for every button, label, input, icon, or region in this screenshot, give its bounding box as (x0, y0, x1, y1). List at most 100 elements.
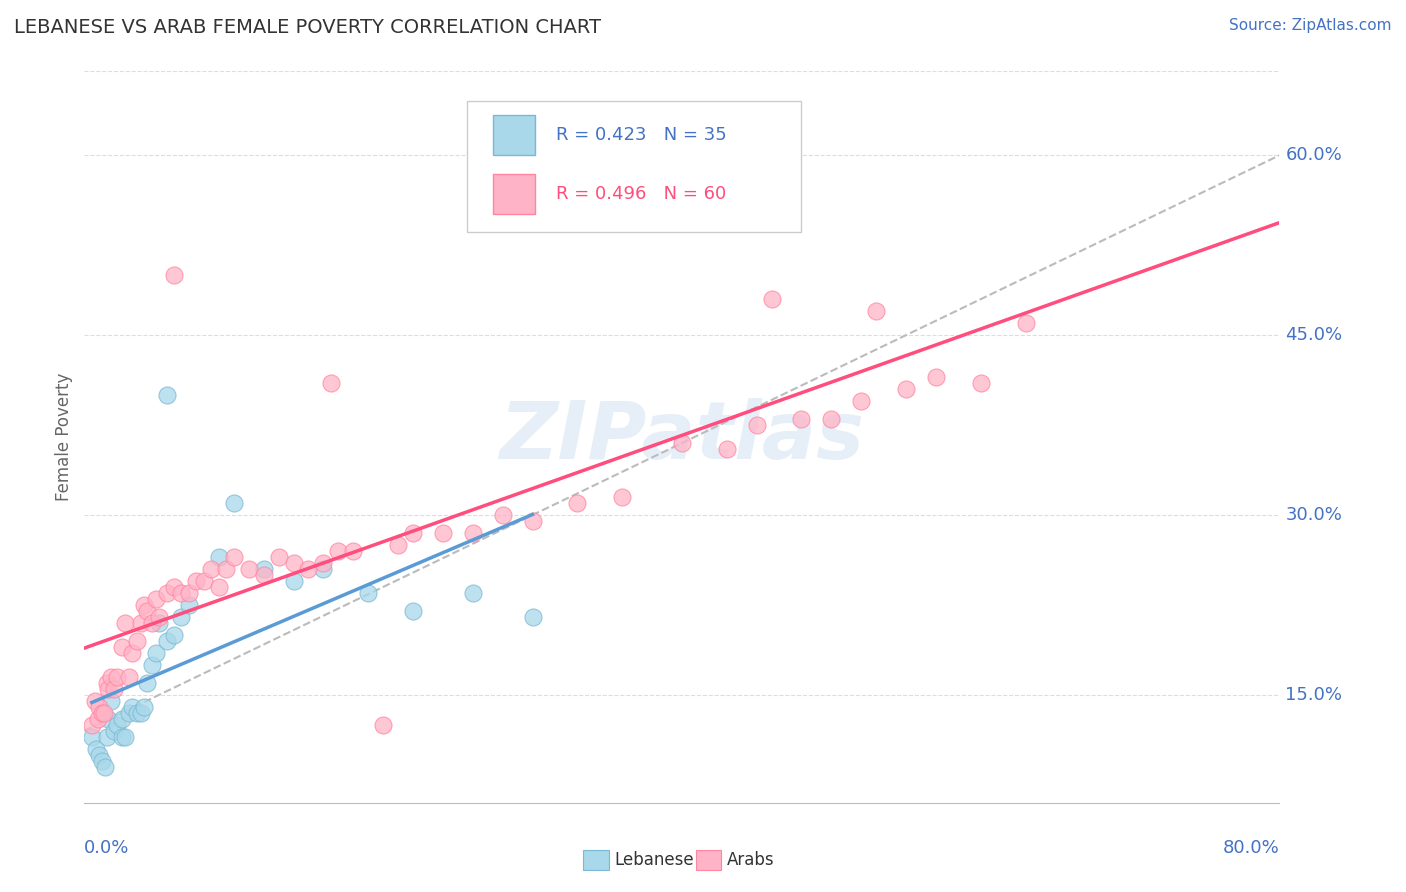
Point (522, 514, 544, 528)
Point (894, 382, 917, 396)
Point (925, 370, 948, 384)
Bar (494, 174, 534, 214)
Point (387, 538, 409, 552)
Point (461, 586, 484, 600)
Point (186, 574, 208, 588)
Point (283, 556, 305, 570)
Point (121, 699, 143, 714)
Point (111, 640, 134, 654)
Point (297, 562, 319, 576)
Point (163, 628, 186, 642)
Point (522, 610, 544, 624)
Text: R = 0.496   N = 60: R = 0.496 N = 60 (557, 185, 727, 202)
Text: 0.0%: 0.0% (84, 839, 129, 857)
Point (745, 418, 768, 433)
Point (114, 730, 136, 744)
Point (132, 699, 156, 714)
Point (790, 412, 813, 426)
Point (91, 706, 114, 720)
Point (87, 712, 110, 726)
Point (851, 394, 873, 409)
Point (567, 496, 589, 510)
Point (80, 730, 103, 744)
Text: 80.0%: 80.0% (1223, 839, 1279, 857)
Point (155, 634, 177, 648)
Point (125, 706, 148, 720)
Point (492, 508, 515, 522)
Point (215, 562, 238, 576)
Point (91, 754, 114, 768)
Point (200, 562, 222, 576)
Text: Arabs: Arabs (727, 851, 775, 869)
Point (373, 718, 395, 732)
Point (118, 706, 141, 720)
Point (105, 670, 128, 684)
Point (96, 676, 118, 690)
Point (80, 718, 103, 732)
Point (163, 268, 186, 283)
Text: LEBANESE VS ARAB FEMALE POVERTY CORRELATION CHART: LEBANESE VS ARAB FEMALE POVERTY CORRELAT… (14, 18, 600, 37)
Point (125, 634, 148, 648)
Point (716, 442, 738, 456)
Point (103, 723, 125, 738)
Point (1014, 316, 1036, 330)
Point (97, 681, 120, 696)
Point (208, 580, 231, 594)
Point (129, 706, 152, 720)
Point (283, 574, 305, 588)
Point (89, 747, 111, 762)
Point (253, 562, 276, 576)
FancyBboxPatch shape (467, 101, 801, 232)
Point (155, 388, 177, 402)
Text: 60.0%: 60.0% (1285, 146, 1343, 164)
Point (100, 670, 122, 684)
Point (111, 730, 134, 744)
Point (141, 657, 163, 672)
Point (865, 304, 887, 318)
Point (93, 706, 115, 720)
Point (253, 568, 276, 582)
Point (820, 412, 842, 426)
Point (94, 760, 117, 774)
Point (170, 610, 193, 624)
Point (129, 615, 152, 630)
Point (342, 544, 364, 558)
Text: Source: ZipAtlas.com: Source: ZipAtlas.com (1229, 18, 1392, 33)
Point (177, 598, 200, 612)
Text: Lebanese: Lebanese (614, 851, 695, 869)
Point (145, 591, 167, 606)
Point (357, 586, 380, 600)
Point (83, 694, 105, 708)
Point (612, 490, 634, 504)
Point (103, 681, 125, 696)
Point (312, 562, 335, 576)
Text: 45.0%: 45.0% (1285, 326, 1343, 344)
Point (461, 526, 484, 541)
Point (222, 496, 245, 510)
Point (761, 292, 783, 306)
Point (86, 742, 108, 756)
Text: ZIPatlas: ZIPatlas (499, 398, 865, 476)
Point (536, 208, 558, 222)
Text: R = 0.423   N = 35: R = 0.423 N = 35 (557, 127, 727, 145)
Bar (494, 115, 534, 155)
Point (111, 712, 134, 726)
Point (148, 615, 170, 630)
Point (177, 586, 200, 600)
Text: 15.0%: 15.0% (1285, 686, 1343, 704)
Point (141, 615, 163, 630)
Point (132, 598, 156, 612)
Point (100, 694, 122, 708)
Point (238, 562, 260, 576)
Point (267, 549, 290, 564)
Point (148, 610, 170, 624)
Point (155, 586, 177, 600)
Point (121, 646, 143, 660)
Point (402, 526, 425, 541)
Y-axis label: Female Poverty: Female Poverty (55, 373, 73, 501)
Point (114, 615, 136, 630)
Point (970, 376, 993, 391)
Point (145, 646, 167, 660)
Point (118, 670, 141, 684)
Text: 30.0%: 30.0% (1285, 506, 1343, 524)
